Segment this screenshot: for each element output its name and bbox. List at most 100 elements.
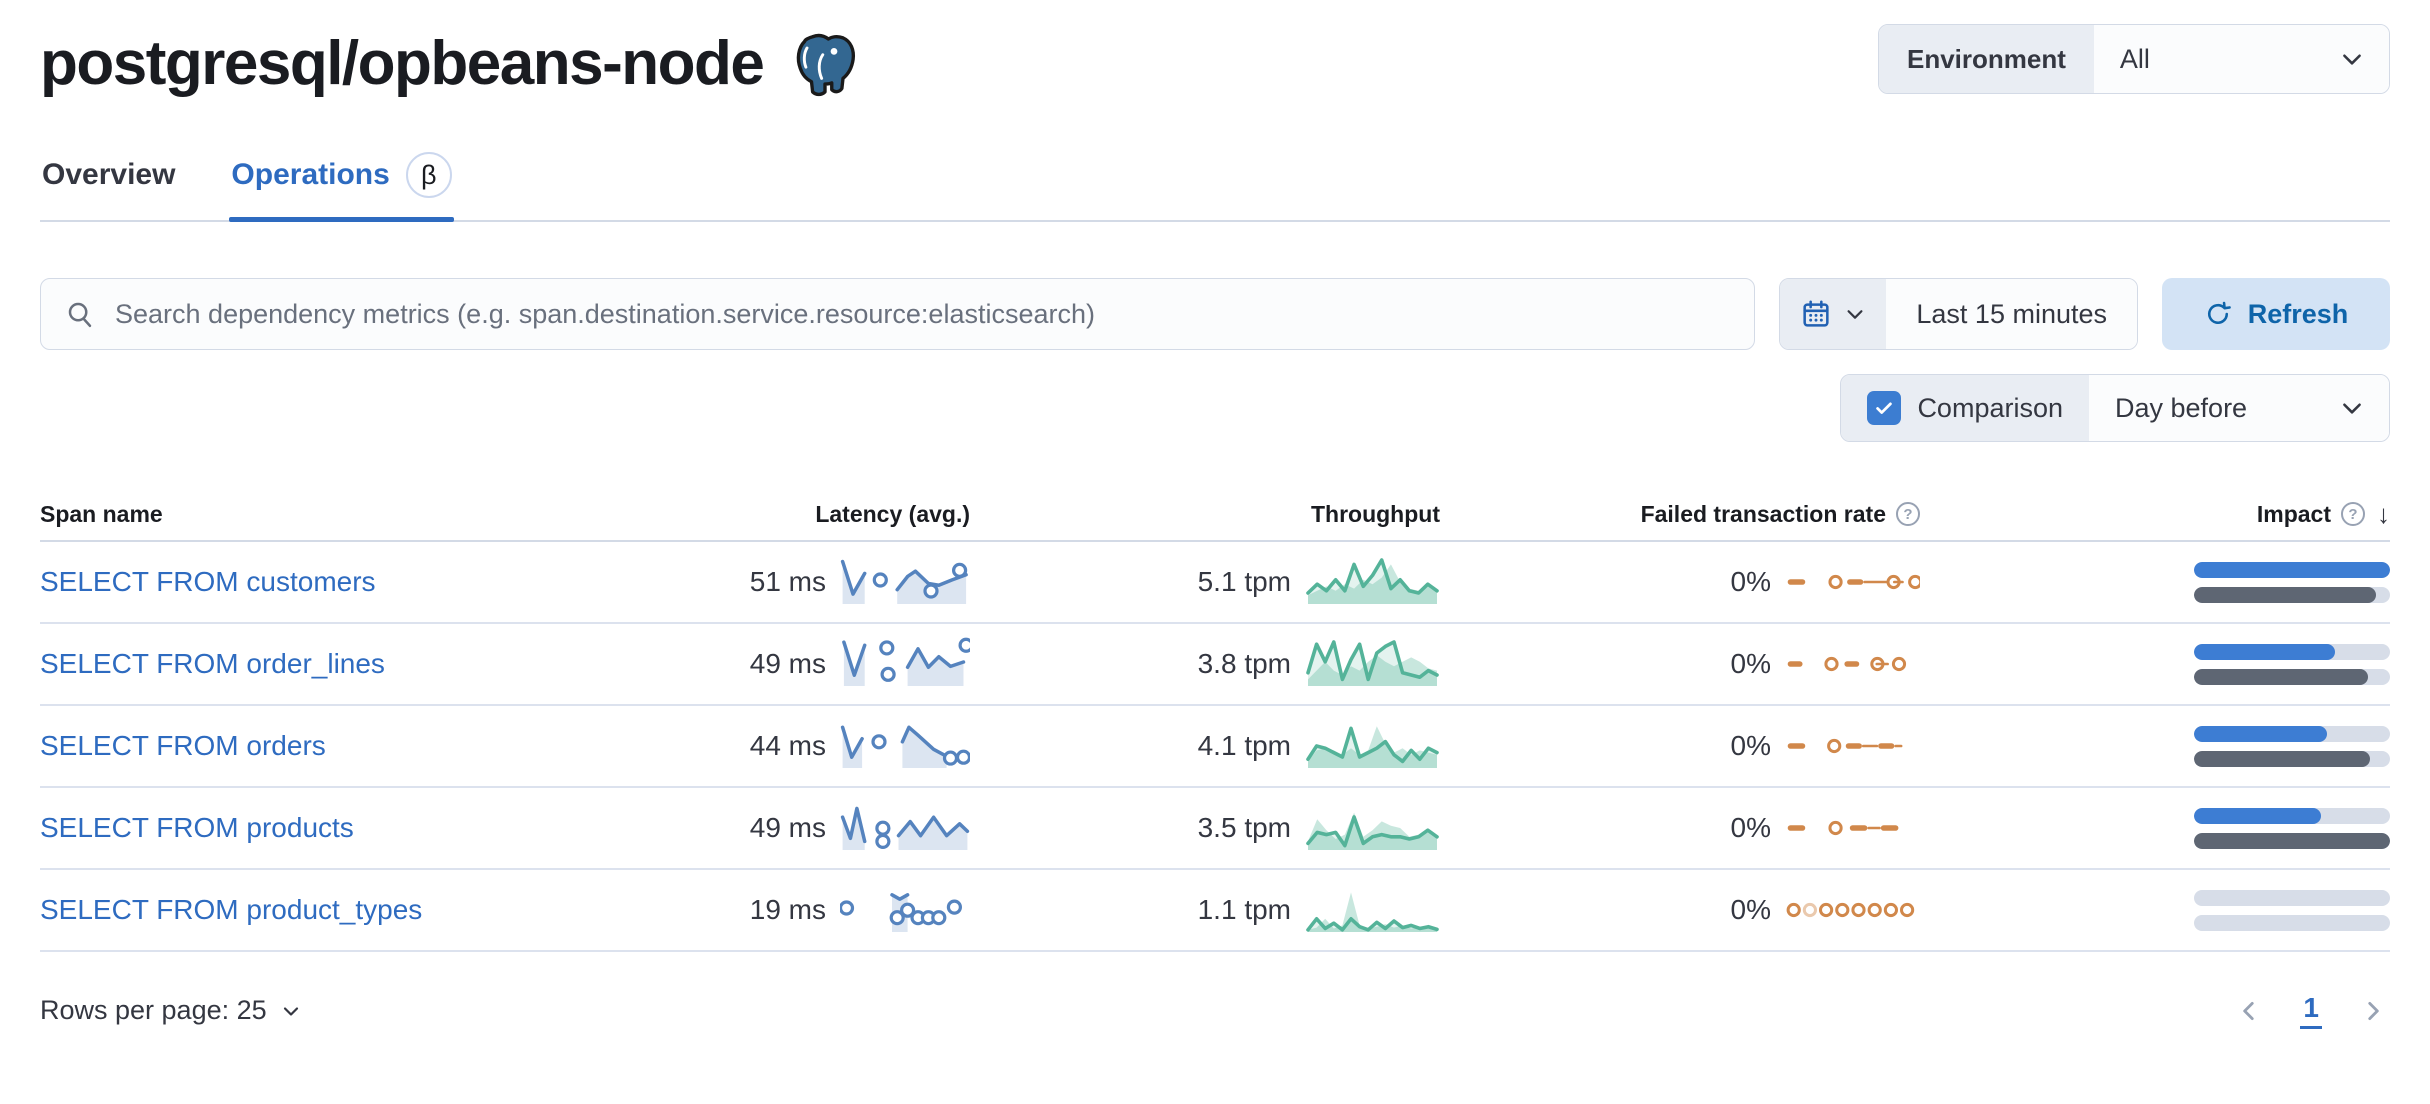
environment-select[interactable]: All: [2093, 25, 2389, 93]
impact-bar-current: [2194, 561, 2390, 578]
span-name-link[interactable]: SELECT FROM products: [40, 812, 354, 843]
chevron-left-icon: [2243, 1001, 2255, 1020]
latency-sparkline: [842, 637, 970, 686]
impact-bars: [2194, 889, 2390, 931]
refresh-button[interactable]: Refresh: [2162, 278, 2390, 350]
latency-cell: 44 ms: [700, 718, 970, 774]
impact-cell: [1920, 725, 2390, 767]
impact-cell: [1920, 889, 2390, 931]
table-row: SELECT FROM orders 44 ms 4.1 tpm 0%: [40, 706, 2390, 788]
failed-rate-sparkline: [1787, 656, 1907, 672]
table-row: SELECT FROM products 49 ms 3.5 tpm 0%: [40, 788, 2390, 870]
comparison-select[interactable]: Day before: [2089, 375, 2389, 441]
impact-bar-current: [2194, 643, 2336, 660]
latency-value: 49 ms: [749, 648, 826, 679]
chevron-down-icon: [283, 1006, 298, 1016]
impact-cell: [1920, 643, 2390, 685]
rows-per-page-label: Rows per page: 25: [40, 995, 267, 1025]
tab-overview-label: Overview: [42, 158, 176, 191]
tab-operations[interactable]: Operations β: [229, 138, 455, 222]
search-input[interactable]: [113, 297, 1731, 331]
column-header-span-name[interactable]: Span name: [40, 500, 163, 527]
latency-value: 49 ms: [749, 812, 826, 843]
latency-cell: 51 ms: [700, 554, 970, 610]
search-icon: [68, 302, 92, 328]
failed-rate-sparkline: [1786, 902, 1915, 918]
pagination: Rows per page: 25 1: [40, 992, 2390, 1029]
column-header-throughput[interactable]: Throughput: [1310, 500, 1440, 527]
failed-rate-cell: 0%: [1440, 806, 1920, 850]
beta-badge: β: [405, 152, 452, 198]
throughput-value: 3.5 tpm: [1197, 812, 1291, 843]
throughput-sparkline: [1306, 892, 1439, 932]
next-page-button[interactable]: [2356, 994, 2390, 1028]
chevron-down-icon: [2343, 403, 2361, 414]
failed-rate-value: 0%: [1730, 648, 1771, 679]
span-name-link[interactable]: SELECT FROM product_types: [40, 894, 423, 925]
page-number-1[interactable]: 1: [2300, 992, 2322, 1029]
impact-bar-previous-track: [2194, 668, 2390, 685]
column-header-impact[interactable]: Impact ? ↓: [2256, 498, 2390, 529]
failed-rate-cell: 0%: [1440, 642, 1920, 686]
span-name-link[interactable]: SELECT FROM orders: [40, 730, 326, 761]
failed-rate-value: 0%: [1730, 894, 1771, 925]
throughput-sparkline: [1306, 812, 1439, 850]
latency-sparkline: [840, 725, 970, 768]
failed-rate-value: 0%: [1730, 566, 1771, 597]
date-picker: Last 15 minutes: [1779, 278, 2138, 350]
time-range-value: Last 15 minutes: [1916, 298, 2107, 329]
span-name-link[interactable]: SELECT FROM order_lines: [40, 648, 385, 679]
time-range-button[interactable]: Last 15 minutes: [1886, 279, 2137, 349]
failed-rate-cell: 0%: [1440, 724, 1920, 768]
impact-cell: [1920, 561, 2390, 603]
impact-bar-current-track: [2194, 561, 2390, 578]
operations-table: Span name Latency (avg.) Throughput Fail…: [40, 488, 2390, 952]
latency-value: 51 ms: [749, 566, 826, 597]
impact-bar-current-track: [2194, 725, 2390, 742]
span-name-cell: SELECT FROM customers: [40, 566, 700, 598]
previous-page-button[interactable]: [2232, 994, 2266, 1028]
help-icon[interactable]: ?: [1896, 502, 1920, 526]
search-box: [40, 278, 1756, 350]
chevron-right-icon: [2368, 1001, 2379, 1020]
impact-bar-previous-track: [2194, 586, 2390, 603]
table-row: SELECT FROM product_types 19 ms 1.1 tpm 0%: [40, 870, 2390, 952]
environment-selected-value: All: [2119, 43, 2150, 74]
impact-bar-current-track: [2194, 807, 2390, 824]
postgresql-logo-icon: [797, 33, 856, 97]
tab-overview[interactable]: Overview: [40, 138, 177, 220]
throughput-sparkline: [1306, 558, 1439, 604]
impact-bar-previous: [2194, 750, 2371, 767]
environment-label: Environment: [1879, 25, 2094, 93]
column-header-latency[interactable]: Latency (avg.): [815, 500, 970, 527]
impact-bar-previous-track: [2194, 914, 2390, 931]
impact-bar-previous-track: [2194, 832, 2390, 849]
date-picker-quick-menu[interactable]: [1780, 279, 1887, 349]
help-icon[interactable]: ?: [2341, 502, 2365, 526]
calendar-icon: [1803, 300, 1829, 327]
comparison-toggle-group: Comparison: [1841, 375, 2089, 441]
impact-bar-current-track: [2194, 889, 2390, 906]
rows-per-page-button[interactable]: Rows per page: 25: [40, 995, 303, 1026]
refresh-label: Refresh: [2247, 298, 2349, 329]
operations-table-header: Span name Latency (avg.) Throughput Fail…: [40, 488, 2390, 542]
throughput-cell: 1.1 tpm: [970, 882, 1440, 938]
column-header-failed-rate[interactable]: Failed transaction rate ?: [1440, 501, 1920, 528]
sort-descending-icon: ↓: [2377, 498, 2390, 529]
tab-operations-label: Operations: [231, 158, 390, 191]
impact-bar-current-track: [2194, 643, 2390, 660]
comparison-checkbox[interactable]: [1867, 391, 1902, 425]
comparison-selected-value: Day before: [2115, 392, 2248, 423]
impact-bars: [2194, 725, 2390, 767]
impact-bar-previous: [2194, 668, 2369, 685]
refresh-icon: [2207, 301, 2231, 324]
table-row: SELECT FROM order_lines 49 ms 3.8 tpm 0%: [40, 624, 2390, 706]
impact-cell: [1920, 807, 2390, 849]
span-name-cell: SELECT FROM order_lines: [40, 648, 700, 680]
latency-value: 19 ms: [749, 894, 826, 925]
comparison-controls: Comparison Day before: [40, 374, 2390, 442]
throughput-cell: 5.1 tpm: [970, 554, 1440, 610]
span-name-link[interactable]: SELECT FROM customers: [40, 566, 376, 597]
failed-rate-value: 0%: [1730, 812, 1771, 843]
